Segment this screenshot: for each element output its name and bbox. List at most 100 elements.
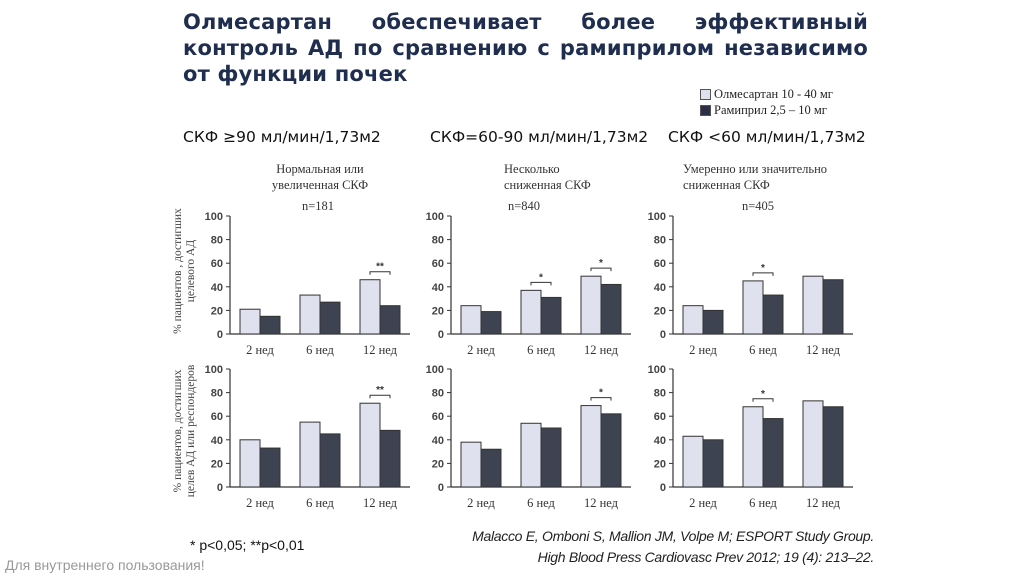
bar-ramipril [702, 309, 724, 335]
sample-size-3: n=405 [742, 199, 775, 213]
column-heading-2: СКФ=60-90 мл/мин/1,73м2 [430, 128, 649, 146]
y-tick-label: 80 [654, 388, 666, 400]
bar-ramipril [600, 283, 622, 335]
bar-ramipril [702, 439, 724, 488]
bar-ramipril [540, 427, 562, 488]
x-tick-label: 6 нед [306, 343, 334, 357]
x-tick-label: 6 нед [749, 496, 777, 510]
slide-title: Олмесартан обеспечивает более эффективны… [183, 10, 868, 86]
x-tick-label: 12 нед [584, 496, 619, 510]
bar-olmesartan [580, 405, 602, 488]
y-tick-label: 60 [654, 411, 666, 423]
subtitle-line: Нормальная или [276, 162, 364, 176]
y-tick-label: 80 [211, 235, 223, 247]
sample-size-2: n=840 [508, 199, 541, 213]
y-tick-label: 0 [438, 329, 444, 341]
significance-marker: ** [376, 262, 384, 273]
y-tick-label: 40 [211, 282, 223, 294]
internal-use-note: Для внутреннего пользования! [5, 557, 205, 573]
y-tick-label: 80 [432, 235, 444, 247]
x-tick-label: 6 нед [527, 496, 555, 510]
y-tick-label: 20 [432, 458, 444, 470]
y-tick-label: 100 [648, 211, 666, 223]
bar-ramipril [822, 279, 844, 335]
y-tick-label: 60 [432, 411, 444, 423]
column-subtitle-3: Умеренно или значительно сниженная СКФ [683, 161, 827, 193]
y-tick-label: 100 [426, 364, 444, 376]
bar-olmesartan [239, 439, 261, 488]
significance-bracket [752, 272, 774, 276]
column-subtitle-2: Несколько сниженная СКФ [504, 161, 591, 193]
y-tick-label: 80 [654, 235, 666, 247]
column-subtitle-1: Нормальная или увеличенная СКФ [260, 161, 380, 193]
significance-marker: * [599, 258, 603, 269]
legend-label: Рамиприл 2,5 – 10 мг [714, 103, 827, 117]
bar-ramipril [540, 296, 562, 335]
bar-ramipril [259, 447, 281, 488]
column-heading-1: СКФ ≥90 мл/мин/1,73м2 [183, 128, 381, 146]
y-tick-label: 20 [432, 305, 444, 317]
y-tick-label: 0 [660, 329, 666, 341]
y-tick-label: 20 [211, 458, 223, 470]
x-tick-label: 2 нед [246, 343, 274, 357]
subtitle-line: увеличенная СКФ [271, 178, 369, 192]
bar-olmesartan [802, 400, 824, 488]
bar-ramipril [480, 448, 502, 488]
x-tick-label: 2 нед [467, 343, 495, 357]
bar-olmesartan [520, 289, 542, 335]
bar-olmesartan [359, 402, 381, 488]
significance-bracket [590, 397, 612, 401]
y-tick-label: 60 [654, 258, 666, 270]
x-tick-label: 12 нед [363, 496, 398, 510]
y-tick-label: 0 [660, 482, 666, 494]
y-tick-label: 40 [211, 435, 223, 447]
legend-label: Олмесартан 10 - 40 мг [714, 87, 833, 101]
bar-olmesartan [359, 279, 381, 335]
significance-bracket [752, 398, 774, 402]
bar-ramipril [480, 311, 502, 335]
bar-ramipril [762, 294, 784, 335]
bar-olmesartan [299, 421, 321, 488]
x-tick-label: 12 нед [806, 496, 841, 510]
legend-item-olmesartan: Олмесартан 10 - 40 мг [700, 87, 833, 102]
significance-marker: * [539, 272, 543, 283]
x-tick-label: 2 нед [689, 496, 717, 510]
x-tick-label: 2 нед [467, 496, 495, 510]
bar-olmesartan [239, 308, 261, 335]
y-tick-label: 100 [205, 364, 223, 376]
bar-olmesartan [742, 280, 764, 335]
bar-olmesartan [460, 441, 482, 488]
significance-marker: * [599, 388, 603, 399]
y-tick-label: 40 [432, 282, 444, 294]
x-tick-label: 2 нед [246, 496, 274, 510]
bar-ramipril [379, 429, 401, 488]
significance-bracket [369, 394, 391, 399]
bar-ramipril [319, 301, 341, 335]
bar-olmesartan [682, 435, 704, 488]
x-tick-label: 12 нед [806, 343, 841, 357]
subtitle-line: сниженная СКФ [504, 178, 591, 192]
y-tick-label: 80 [432, 388, 444, 400]
y-tick-label: 100 [648, 364, 666, 376]
sample-size-1: n=181 [302, 199, 335, 213]
bar-olmesartan [682, 305, 704, 335]
bar-ramipril [600, 413, 622, 488]
y-tick-label: 80 [211, 388, 223, 400]
x-tick-label: 6 нед [306, 496, 334, 510]
significance-marker: * [761, 263, 765, 274]
significance-marker: * [761, 389, 765, 400]
bar-olmesartan [802, 275, 824, 335]
significance-marker: ** [376, 385, 384, 396]
x-tick-label: 12 нед [363, 343, 398, 357]
significance-footnote: * p<0,05; **p<0,01 [190, 537, 305, 553]
bar-olmesartan [520, 422, 542, 488]
x-tick-label: 2 нед [689, 343, 717, 357]
legend-swatch-light [700, 89, 711, 100]
bar-ramipril [319, 433, 341, 488]
y-tick-label: 60 [211, 258, 223, 270]
legend-swatch-dark [700, 105, 711, 116]
subtitle-line: сниженная СКФ [683, 178, 770, 192]
bar-olmesartan [299, 294, 321, 335]
significance-bracket [369, 271, 391, 275]
